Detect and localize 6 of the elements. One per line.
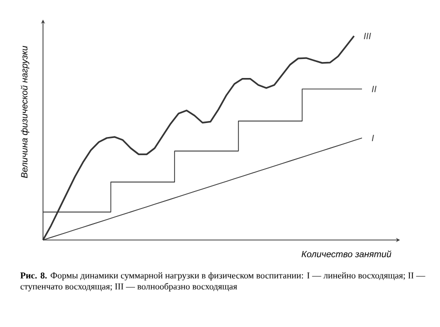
series-label: II xyxy=(372,86,376,92)
y-axis-title: Величина физической нагрузки xyxy=(20,46,30,178)
text: Рис. 8. Формы динамики суммарной нагрузки в физическом воспитании: I — линейно восходящая; II — ступенчато восходящая; III — волнообразно восходящая xyxy=(20,272,426,292)
series-label: I xyxy=(372,134,374,142)
x-axis-title: Количество занятий xyxy=(302,250,392,258)
series-label: III xyxy=(364,32,371,40)
